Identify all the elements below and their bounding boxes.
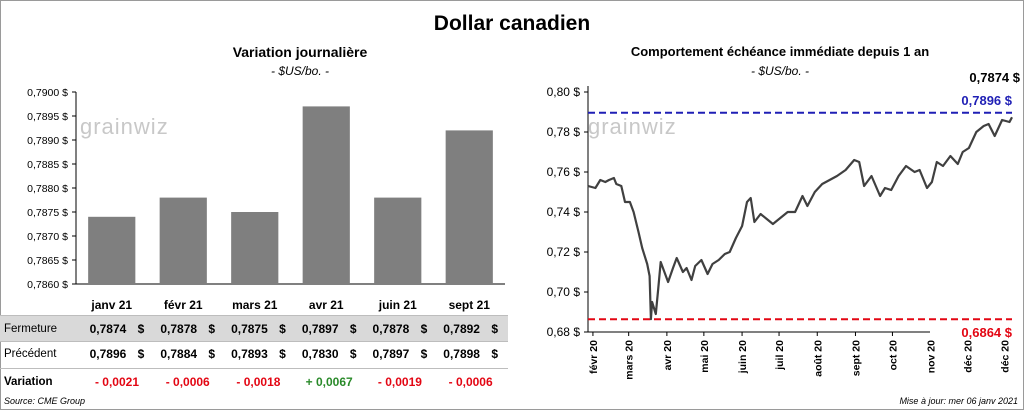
y-tick-label: 0,74 $	[547, 205, 581, 219]
table-cell: 0,7892 $	[443, 321, 499, 336]
x-tick-label: sept 20	[850, 340, 862, 376]
y-tick-label: 0,7880 $	[27, 183, 68, 195]
bar-chart-subtitle: - $US/bo. -	[270, 64, 330, 78]
variation-cell: - 0,0021	[94, 374, 139, 389]
x-tick-label: févr 21	[164, 298, 203, 312]
variation-cell: + 0,0067	[305, 374, 353, 389]
table-cell: 0,7874 $	[89, 321, 145, 336]
bar	[302, 106, 350, 285]
y-tick-label: 0,7870 $	[27, 231, 68, 243]
source-note: Source: CME Group	[4, 396, 86, 406]
y-tick-label: 0,7875 $	[27, 207, 68, 219]
line-chart-title: Comportement échéance immédiate depuis 1…	[630, 44, 930, 59]
y-tick-label: 0,70 $	[547, 285, 581, 299]
y-tick-label: 0,7895 $	[27, 111, 68, 123]
table-cell: 0,7878 $	[160, 321, 216, 336]
line-chart: 0,68 $ 0,70 $ 0,72 $ 0,74 $ 0,76 $ 0,78 $ 0,80…	[547, 85, 1013, 380]
table-cell: 0,7897 $	[301, 321, 357, 336]
line-chart-subtitle: - $US/bo. -	[750, 64, 810, 78]
table-row-variation: Variation - 0,0021 - 0,0006 - 0,0018 + 0…	[0, 368, 508, 394]
y-tick-label: 0,78 $	[547, 125, 581, 139]
row-label-fermeture: Fermeture	[4, 322, 58, 335]
variation-cell: - 0,0006	[165, 374, 210, 389]
bar	[231, 212, 279, 284]
row-label-variation: Variation	[4, 375, 53, 388]
update-note: Mise à jour: mer 06 janv 2021	[899, 396, 1018, 406]
table-cell: 0,7896 $	[89, 346, 145, 361]
series-line	[587, 116, 1013, 321]
x-tick-label: déc 20	[1000, 340, 1012, 373]
last-value-label: 0,7874 $	[969, 70, 1020, 85]
y-tick-label: 0,80 $	[547, 85, 581, 99]
bar	[445, 130, 493, 284]
x-tick-label: mars 20	[624, 340, 636, 380]
table-row-precedent: Précédent 0,7896 $ 0,7884 $ 0,7893 $ 0,7830…	[0, 341, 508, 366]
row-label-precedent: Précédent	[4, 347, 57, 360]
table-cell: 0,7875 $	[231, 321, 286, 336]
y-tick-label: 0,72 $	[547, 245, 581, 259]
table-cell: 0,7878 $	[372, 321, 428, 336]
x-tick-label: nov 20	[926, 340, 938, 373]
watermark-left: grainwiz	[80, 114, 169, 139]
variation-cell: - 0,0006	[448, 374, 493, 389]
x-tick-label: avr 21	[309, 298, 344, 312]
watermark-right: grainwiz	[588, 114, 677, 139]
high-value-label: 0,7896 $	[930, 93, 1012, 108]
bar	[88, 216, 136, 284]
table-cell: 0,7830 $	[301, 346, 357, 361]
x-tick-label: déc 20	[963, 340, 975, 373]
x-tick-label: juin 20	[737, 340, 749, 374]
x-tick-label: oct 20	[887, 340, 899, 371]
bar-chart-title: Variation journalière	[232, 44, 368, 60]
x-tick-label: janv 21	[90, 298, 132, 312]
x-tick-label: juil 20	[774, 340, 786, 371]
x-tick-label: août 20	[812, 340, 824, 377]
y-tick-label: 0,7860 $	[27, 279, 68, 291]
y-tick-label: 0,76 $	[547, 165, 581, 179]
variation-cell: - 0,0019	[377, 374, 422, 389]
low-value-label: 0,6864 $	[930, 325, 1012, 340]
bar-chart: 0,7860 $ 0,7865 $ 0,7870 $ 0,7875 $ 0,7880 $…	[27, 87, 505, 312]
table-cell: 0,7893 $	[231, 346, 286, 361]
y-tick-label: 0,7885 $	[27, 159, 68, 171]
x-tick-label: mai 20	[699, 340, 711, 373]
x-tick-label: mars 21	[232, 298, 278, 312]
y-tick-label: 0,7865 $	[27, 255, 68, 267]
variation-cell: - 0,0018	[236, 374, 281, 389]
bar	[159, 197, 207, 284]
table-cell: 0,7898 $	[443, 346, 499, 361]
bar	[374, 197, 422, 284]
x-tick-label: avr 20	[662, 340, 674, 371]
table-cell: 0,7897 $	[372, 346, 428, 361]
table-row-fermeture: Fermeture 0,7874 $ 0,7878 $ 0,7875 $ 0,7897…	[0, 315, 508, 342]
x-tick-label: sept 21	[449, 298, 491, 312]
y-tick-label: 0,7890 $	[27, 135, 68, 147]
y-tick-label: 0,7900 $	[27, 87, 68, 99]
page-title: Dollar canadien	[433, 12, 591, 35]
x-tick-label: juin 21	[378, 298, 417, 312]
y-tick-label: 0,68 $	[547, 325, 581, 339]
table-cell: 0,7884 $	[160, 346, 216, 361]
x-tick-label: févr 20	[588, 340, 600, 374]
